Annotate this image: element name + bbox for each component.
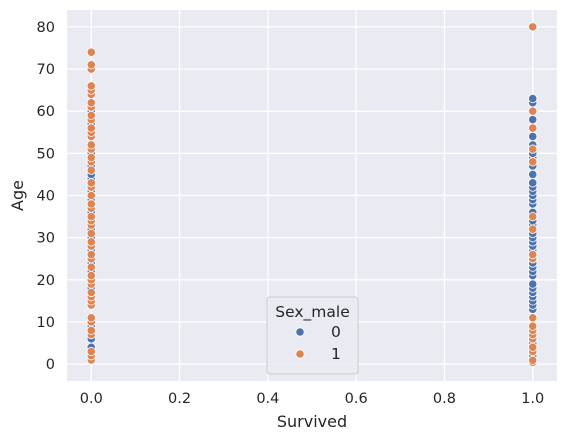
scatter-point-sex-male-1: [86, 211, 96, 222]
x-tick-label: 0.0: [80, 391, 103, 407]
y-tick-label: 10: [37, 315, 55, 331]
y-tick-label: 80: [37, 20, 55, 36]
legend-marker: [295, 327, 305, 337]
scatter-point-sex-male-0: [528, 178, 538, 188]
scatter-point-sex-male-1: [528, 224, 538, 234]
scatter-point-sex-male-0: [528, 115, 538, 125]
scatter-point-sex-male-1: [86, 271, 96, 281]
legend-marker: [295, 349, 305, 359]
scatter-point-sex-male-1: [528, 123, 538, 133]
scatter-point-sex-male-1: [528, 249, 538, 260]
scatter-point-sex-male-1: [86, 178, 96, 188]
scatter-point-sex-male-1: [86, 237, 96, 247]
scatter-point-sex-male-1: [528, 144, 538, 154]
scatter-point-sex-male-1: [86, 123, 96, 133]
scatter-point-sex-male-0: [528, 279, 538, 289]
scatter-point-sex-male-1: [86, 249, 96, 260]
scatter-point-sex-male-1: [86, 199, 96, 209]
scatter-point-sex-male-1: [86, 152, 96, 163]
scatter-point-sex-male-0: [528, 131, 538, 142]
scatter-point-sex-male-1: [528, 211, 538, 222]
scatter-point-sex-male-1: [86, 313, 96, 323]
y-tick-label: 60: [37, 104, 55, 120]
scatter-point-sex-male-1: [528, 355, 538, 365]
y-tick-label: 0: [46, 357, 55, 373]
x-axis-label: Survived: [277, 412, 347, 431]
scatter-point-sex-male-1: [86, 81, 96, 91]
legend-entry-label: 0: [331, 323, 341, 341]
y-tick-label: 30: [37, 231, 55, 247]
scatter-point-sex-male-1: [86, 346, 96, 357]
scatter-point-sex-male-1: [528, 342, 538, 352]
legend-entry-label: 1: [331, 345, 341, 363]
y-tick-label: 50: [37, 146, 55, 162]
scatter-point-sex-male-1: [86, 140, 96, 150]
scatter-point-sex-male-1: [528, 313, 538, 323]
scatter-point-sex-male-1: [86, 110, 96, 120]
x-tick-label: 0.8: [433, 391, 456, 407]
scatter-point-sex-male-1: [528, 106, 538, 116]
y-tick-labels: 0 10 20 30 40 50 60 70 80: [37, 20, 55, 373]
scatter-point-sex-male-1: [86, 190, 96, 201]
x-tick-label: 0.4: [256, 391, 279, 407]
y-tick-label: 70: [37, 62, 55, 78]
scatter-point-sex-male-1: [86, 262, 96, 272]
scatter-point-sex-male-1: [86, 325, 96, 336]
x-tick-labels: 0.0 0.2 0.4 0.6 0.8 1.0: [80, 391, 545, 407]
legend-box: [266, 296, 359, 375]
scatter-point-sex-male-0: [528, 169, 538, 180]
legend: Sex_male 01: [266, 296, 359, 375]
scatter-point-sex-male-1: [528, 321, 538, 331]
y-tick-label: 40: [37, 189, 55, 205]
scatter-point-sex-male-1: [86, 165, 96, 175]
x-tick-label: 0.6: [345, 391, 368, 407]
data-points: [86, 22, 538, 367]
y-tick-label: 20: [37, 273, 55, 289]
scatter-point-sex-male-1: [86, 287, 96, 298]
legend-title: Sex_male: [275, 303, 349, 322]
legend-entries: 01: [295, 323, 341, 363]
scatter-point-sex-male-1: [86, 60, 96, 70]
x-tick-label: 0.2: [168, 391, 191, 407]
scatter-point-sex-male-1: [528, 22, 538, 32]
scatter-point-sex-male-1: [86, 98, 96, 108]
scatter-point-sex-male-1: [86, 228, 96, 239]
gridlines: [67, 10, 557, 381]
scatter-point-sex-male-1: [86, 47, 96, 57]
scatter-point-sex-male-0: [528, 93, 538, 104]
scatter-point-sex-male-1: [528, 157, 538, 167]
y-axis-label: Age: [8, 180, 27, 211]
x-tick-label: 1.0: [521, 391, 544, 407]
